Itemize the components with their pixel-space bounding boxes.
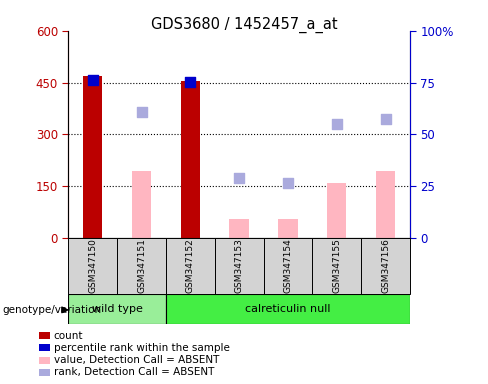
Text: GSM347150: GSM347150 [88, 238, 97, 293]
Point [89, 77, 97, 83]
Text: count: count [54, 331, 83, 341]
Text: GDS3680 / 1452457_a_at: GDS3680 / 1452457_a_at [151, 17, 337, 33]
Text: percentile rank within the sample: percentile rank within the sample [54, 343, 229, 353]
Text: calreticulin null: calreticulin null [245, 304, 331, 314]
Bar [376, 170, 395, 238]
Bar [312, 238, 361, 294]
Bar [229, 219, 249, 238]
Bar [181, 81, 200, 238]
Bar [166, 238, 215, 294]
Text: GSM347155: GSM347155 [332, 238, 341, 293]
Text: GSM347151: GSM347151 [137, 238, 146, 293]
Point [186, 78, 194, 84]
Text: value, Detection Call = ABSENT: value, Detection Call = ABSENT [54, 355, 219, 365]
Bar [132, 170, 151, 238]
Bar [117, 238, 166, 294]
Bar [327, 183, 346, 238]
Text: GSM347156: GSM347156 [381, 238, 390, 293]
Text: GSM347154: GSM347154 [284, 238, 292, 293]
Bar [68, 238, 117, 294]
Text: rank, Detection Call = ABSENT: rank, Detection Call = ABSENT [54, 367, 214, 377]
Bar [278, 219, 298, 238]
Text: wild type: wild type [92, 304, 142, 314]
Text: genotype/variation: genotype/variation [2, 305, 102, 315]
Bar [68, 294, 166, 324]
Text: GSM347152: GSM347152 [186, 238, 195, 293]
Point [284, 180, 292, 186]
Bar [215, 238, 264, 294]
Bar [166, 294, 410, 324]
Point [235, 174, 243, 180]
Text: GSM347153: GSM347153 [235, 238, 244, 293]
Point [138, 109, 145, 115]
Bar [361, 238, 410, 294]
Point [382, 116, 389, 122]
Bar [83, 76, 102, 238]
Point [333, 121, 341, 127]
Bar [264, 238, 312, 294]
